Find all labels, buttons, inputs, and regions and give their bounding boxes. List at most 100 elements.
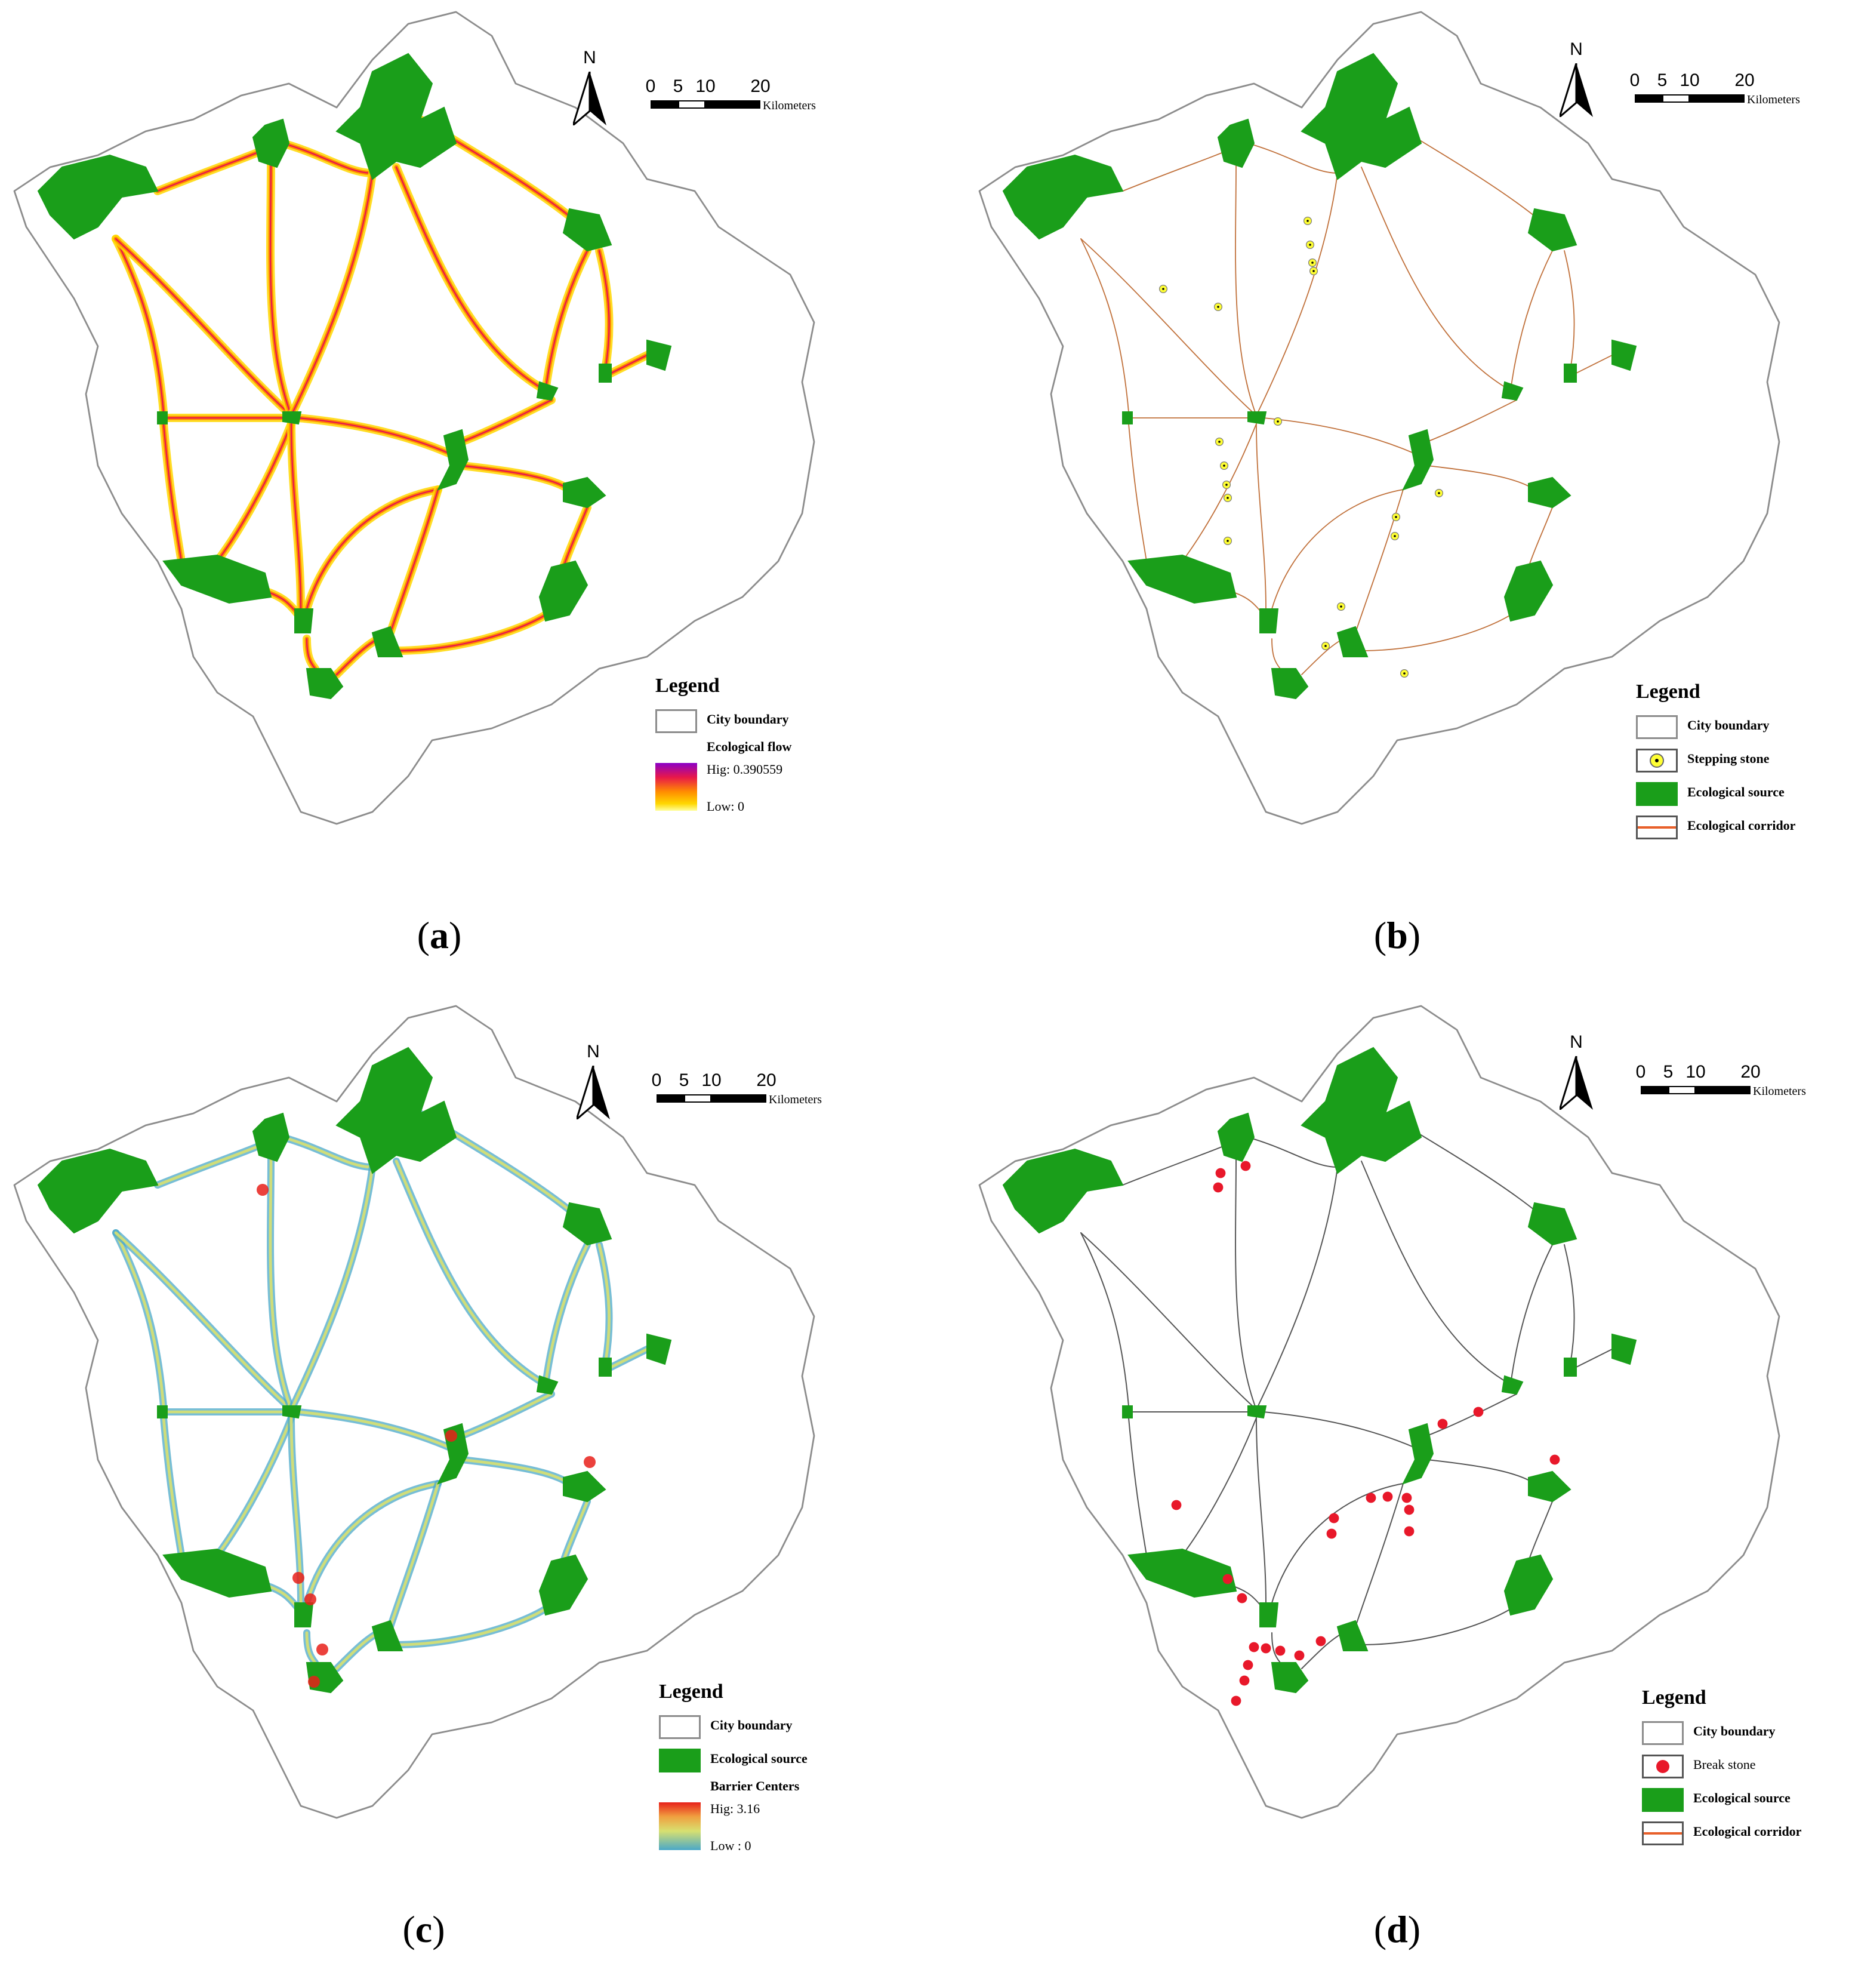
break-stone [1366, 1492, 1376, 1503]
ecological-corridor [162, 1416, 183, 1557]
break-stone [1549, 1454, 1560, 1465]
legend-label: Ecological corridor [1687, 818, 1796, 833]
ecological-corridor [395, 614, 547, 652]
ecological-source [282, 1405, 302, 1419]
ecological-corridor [1570, 1346, 1619, 1371]
city-boundary-icon [659, 1715, 701, 1739]
stepping-stone-dot [1340, 605, 1342, 608]
ecological-corridor [389, 488, 439, 634]
scale-bar: 0 5 10 20 Kilometers [646, 76, 840, 118]
barrier-hotspot [304, 1593, 316, 1605]
barrier-hotspot [445, 1430, 457, 1442]
scale-tick: 5 [1657, 70, 1668, 90]
ecological-source [1127, 1548, 1237, 1598]
panel-c: N 0 5 10 20 Kilometers Legend City bound… [0, 994, 926, 1988]
ecological-source [162, 554, 272, 604]
north-arrow-icon [573, 72, 606, 125]
break-stone [1171, 1500, 1182, 1510]
break-stone [1213, 1182, 1224, 1193]
barrier-hotspot [257, 1184, 269, 1196]
ecological-source [252, 1112, 290, 1162]
ecological-corridor [1271, 638, 1281, 669]
ecological-corridor [604, 351, 654, 377]
ecological-source [1217, 1112, 1255, 1162]
break-stone [1237, 1593, 1247, 1604]
ecological-flow-ramp-icon [655, 763, 697, 811]
break-stone [1382, 1491, 1393, 1502]
scale-unit: Kilometers [763, 99, 816, 112]
scale-tick: 10 [695, 76, 716, 96]
legend: Legend City boundary Ecological flow Hig… [655, 675, 870, 814]
map-content [978, 11, 1780, 825]
scale-tick: 20 [1734, 70, 1755, 90]
ecological-source [1402, 429, 1434, 491]
stepping-stone-dot [1162, 288, 1164, 290]
ecological-corridor [1080, 238, 1129, 413]
stepping-stone-dot [1225, 484, 1228, 486]
ecological-corridor [1361, 614, 1511, 651]
north-arrow: N [569, 1042, 617, 1125]
stepping-stone-dot [1312, 270, 1315, 272]
scale-tick: 0 [1629, 70, 1640, 90]
legend-item: Stepping stone [1636, 745, 1851, 778]
north-arrow: N [1552, 1032, 1600, 1116]
scale-tick: 20 [750, 76, 771, 96]
scale-segment [651, 100, 678, 109]
ecological-corridor [290, 172, 374, 417]
ecological-corridor [289, 1165, 374, 1411]
stepping-stone-dot [1218, 441, 1221, 443]
ecological-source [1564, 364, 1577, 383]
ecological-corridor [1510, 250, 1553, 391]
ecological-corridor [216, 423, 292, 562]
break-stone [1231, 1695, 1241, 1706]
stepping-stone-dot [1394, 535, 1396, 537]
ecological-source [646, 1333, 672, 1365]
ecological-corridor [297, 1410, 452, 1450]
legend-label: Ecological source [1693, 1790, 1791, 1805]
legend-item: Break stone [1642, 1751, 1852, 1784]
panel-caption: (d) [1373, 1908, 1421, 1950]
city-boundary [978, 1005, 1780, 1819]
barrier-hotspot [292, 1572, 304, 1584]
break-stone [1329, 1513, 1339, 1524]
ecological-source [599, 1358, 612, 1377]
legend-ramp: Ecological flow Hig: 0.390559 Low: 0 [655, 739, 870, 814]
break-stone [1401, 1492, 1412, 1503]
ecological-source [1127, 554, 1237, 604]
panel-caption: (b) [1373, 914, 1421, 956]
legend-title: Legend [1636, 681, 1700, 703]
north-arrow-icon [577, 1066, 610, 1119]
scale-tick: 10 [1680, 70, 1700, 90]
city-boundary-icon [655, 709, 697, 733]
ecological-corridor [1361, 167, 1511, 391]
break-stone [1315, 1636, 1326, 1647]
ecological-source [437, 1423, 469, 1485]
ecological-source [1122, 411, 1133, 424]
panel-b: N 0 5 10 20 Kilometers Legend City bound… [926, 0, 1851, 994]
break-stone [1294, 1650, 1305, 1661]
ecological-corridor [460, 1458, 571, 1485]
ramp-low-label: Low : 0 [710, 1838, 751, 1853]
break-stone [1240, 1161, 1251, 1171]
ecological-corridor [1128, 1417, 1147, 1556]
stepping-stone-dot [1217, 306, 1219, 308]
ecological-corridor [1128, 423, 1147, 562]
ramp-title: Barrier Centers [710, 1778, 800, 1793]
ecological-source [1301, 53, 1422, 180]
ecological-corridor [1235, 164, 1257, 416]
map-a [13, 11, 815, 825]
ecological-source [1247, 411, 1267, 425]
panel-caption: (c) [402, 1908, 445, 1950]
map-content [13, 11, 815, 825]
break-stone [1404, 1504, 1415, 1515]
stepping-stone-dot [1309, 244, 1311, 246]
ecological-corridor [1080, 1232, 1257, 1410]
ramp-low-label: Low: 0 [707, 799, 744, 814]
legend-ramp: Barrier Centers Hig: 3.16 Low : 0 [659, 1778, 874, 1853]
legend-item: City boundary [1636, 712, 1851, 745]
break-stone-icon [1642, 1755, 1684, 1778]
ecological-source [1217, 118, 1255, 168]
ecological-source [157, 411, 168, 424]
scale-tick: 5 [673, 76, 683, 96]
legend-item: City boundary [1642, 1718, 1852, 1751]
